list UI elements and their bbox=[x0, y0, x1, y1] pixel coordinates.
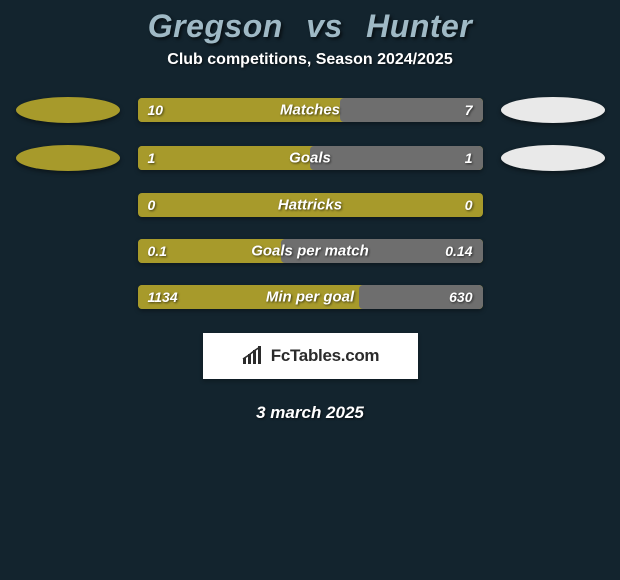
page-title: Gregson vs Hunter bbox=[148, 8, 473, 45]
stat-bar: 107Matches bbox=[138, 98, 483, 122]
stat-row: 1134630Min per goal bbox=[0, 285, 620, 309]
stat-row: 107Matches bbox=[0, 97, 620, 123]
bar-value-right: 0.14 bbox=[445, 243, 472, 259]
bar-value-left: 1 bbox=[148, 150, 156, 166]
bar-label: Hattricks bbox=[138, 197, 483, 214]
stat-bar: 1134630Min per goal bbox=[138, 285, 483, 309]
bar-value-right: 1 bbox=[465, 150, 473, 166]
stat-bar: 11Goals bbox=[138, 146, 483, 170]
bar-value-left: 1134 bbox=[148, 289, 178, 305]
stat-row: 0.10.14Goals per match bbox=[0, 239, 620, 263]
stat-bar: 0.10.14Goals per match bbox=[138, 239, 483, 263]
bar-value-right: 7 bbox=[465, 102, 473, 118]
stat-rows: 107Matches11Goals00Hattricks0.10.14Goals… bbox=[0, 97, 620, 309]
brand-text: FcTables.com bbox=[271, 346, 380, 366]
bar-value-left: 10 bbox=[148, 102, 164, 118]
subtitle: Club competitions, Season 2024/2025 bbox=[167, 51, 452, 69]
stat-row: 11Goals bbox=[0, 145, 620, 171]
comparison-card: Gregson vs Hunter Club competitions, Sea… bbox=[0, 0, 620, 580]
bar-value-right: 0 bbox=[465, 197, 473, 213]
player1-badge bbox=[16, 145, 120, 171]
title-player1: Gregson bbox=[148, 8, 283, 44]
bar-value-left: 0.1 bbox=[148, 243, 167, 259]
bar-fill-right bbox=[310, 146, 483, 170]
brand-badge: FcTables.com bbox=[203, 333, 418, 379]
bar-fill-right bbox=[340, 98, 482, 122]
title-player2: Hunter bbox=[366, 8, 472, 44]
stat-row: 0 0Hattricks bbox=[0, 193, 620, 217]
title-vs: vs bbox=[306, 8, 343, 44]
player2-badge bbox=[501, 145, 605, 171]
chart-icon bbox=[241, 346, 265, 366]
bar-fill-left bbox=[138, 146, 311, 170]
bar-fill-left bbox=[138, 98, 341, 122]
date-text: 3 march 2025 bbox=[256, 403, 364, 423]
bar-value-right: 630 bbox=[449, 289, 472, 305]
player2-badge bbox=[501, 97, 605, 123]
bar-value-left: 0 bbox=[148, 197, 156, 213]
stat-bar: 0 0Hattricks bbox=[138, 193, 483, 217]
player1-badge bbox=[16, 97, 120, 123]
